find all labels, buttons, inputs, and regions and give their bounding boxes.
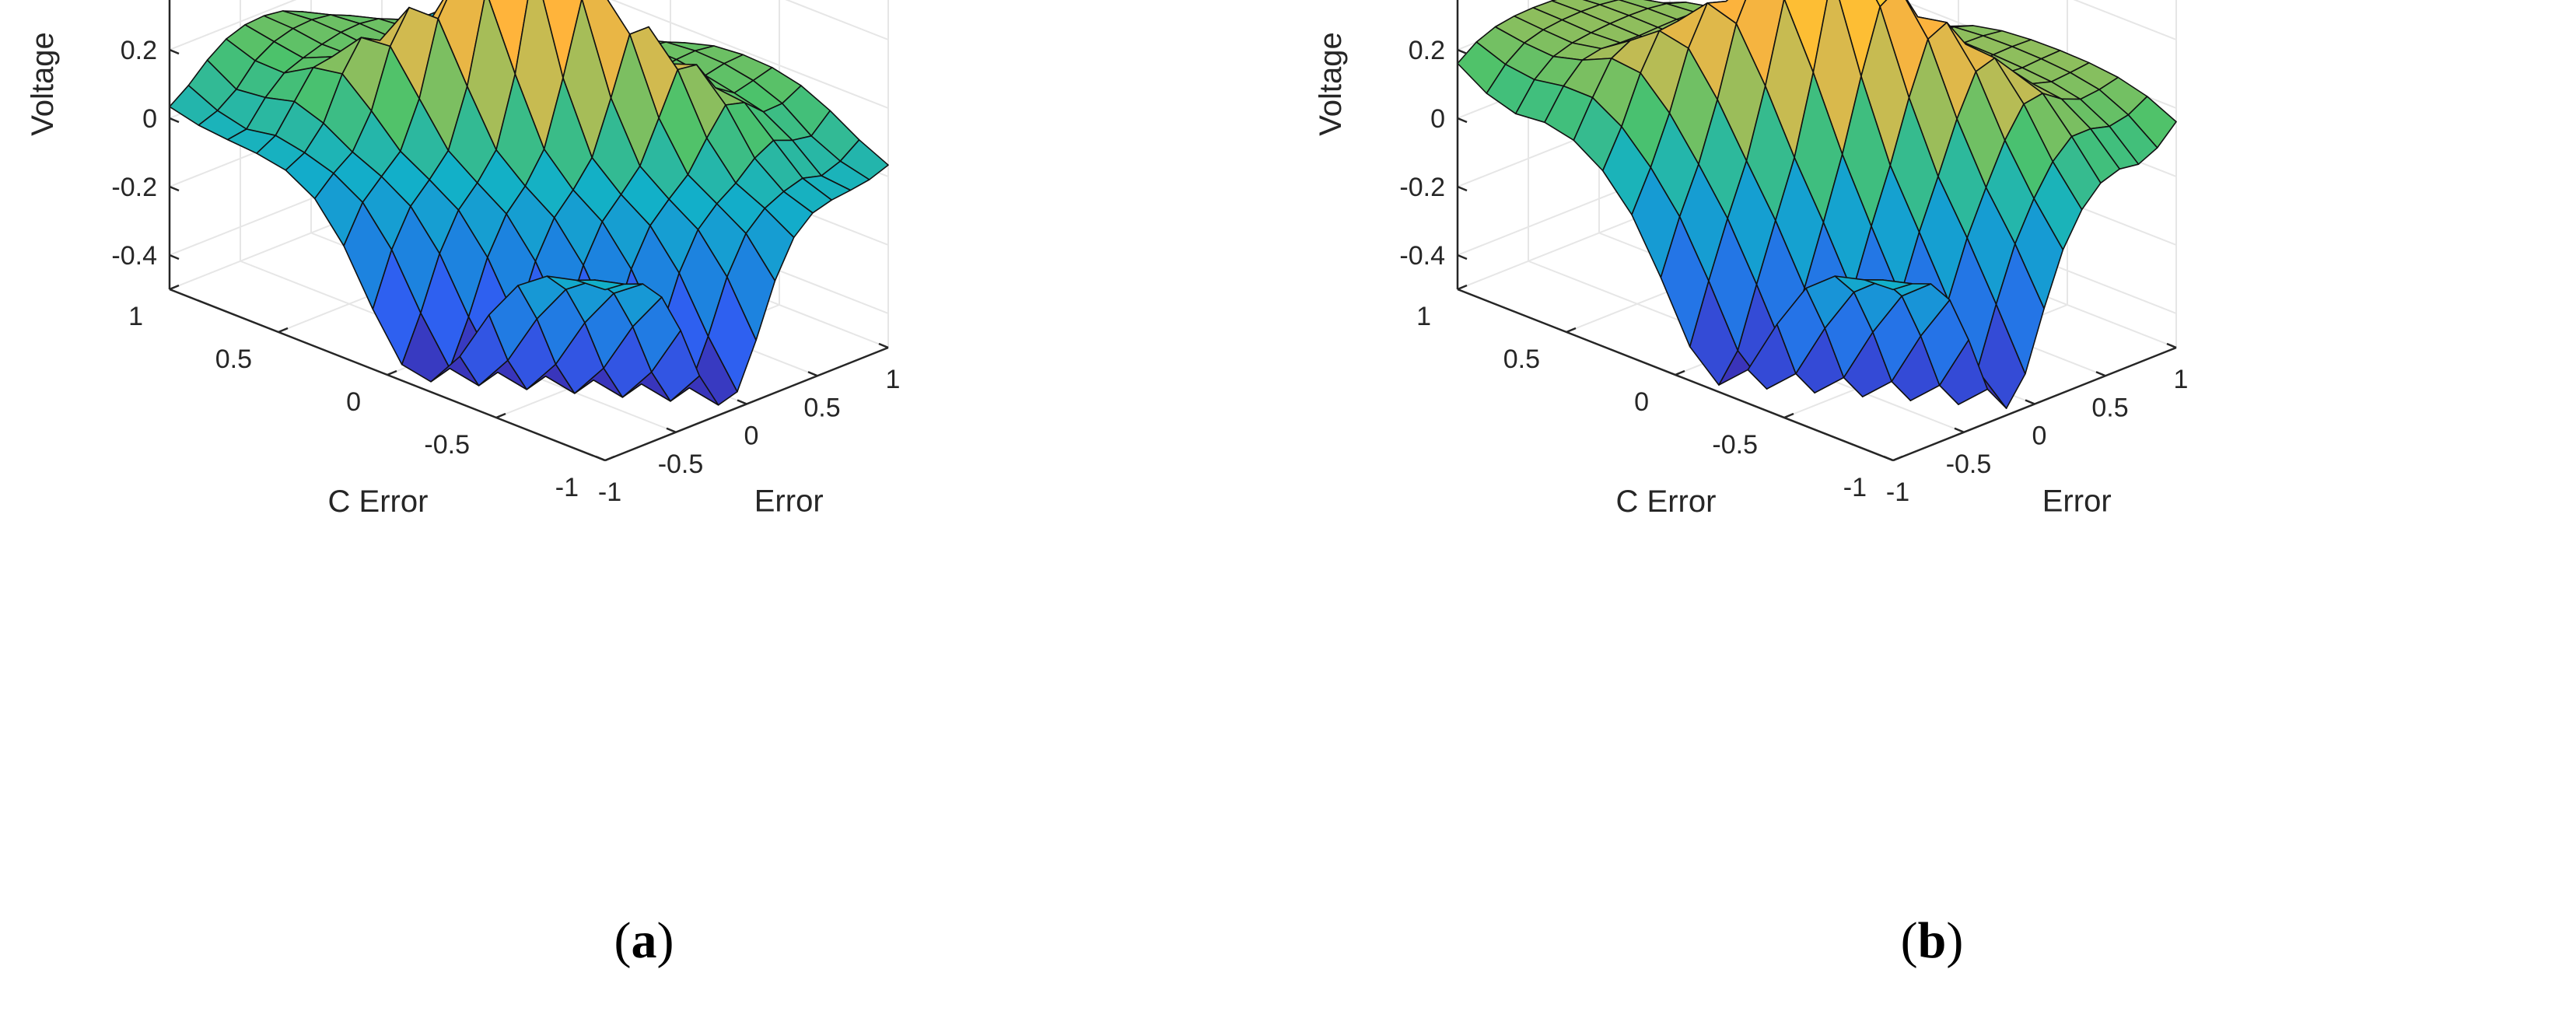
y-tick-label: 1 <box>1416 302 1431 331</box>
z-tick <box>169 117 180 124</box>
x-tick-label: 0 <box>744 422 759 451</box>
x-tick-label: -0.5 <box>658 450 704 479</box>
x-tick-label: 1 <box>886 365 901 394</box>
surface-plot-a: -1-0.500.51-1-0.500.51-0.4-0.200.20.40.6… <box>26 0 901 519</box>
y-tick <box>495 412 506 419</box>
y-tick-label: 0.5 <box>1503 345 1540 374</box>
axes <box>1456 0 2177 462</box>
z-tick-label: -0.2 <box>1399 173 1445 202</box>
y-tick <box>1457 284 1468 291</box>
y-tick-label: -1 <box>1843 473 1867 502</box>
x-tick <box>737 399 747 405</box>
y-tick-label: 0 <box>1634 387 1649 417</box>
y-tick-label: 1 <box>128 302 143 331</box>
z-tick <box>169 48 180 55</box>
x-tick-label: 0 <box>2032 422 2047 451</box>
y-tick-label: 0 <box>346 387 361 417</box>
x-tick-label: -0.5 <box>1946 450 1992 479</box>
x-tick <box>1883 455 1894 462</box>
y-tick-label: -1 <box>555 473 579 502</box>
y-tick <box>1566 327 1577 334</box>
x-tick <box>666 427 677 433</box>
y-tick <box>169 284 180 291</box>
y-tick <box>604 455 615 462</box>
z-tick <box>1457 48 1468 55</box>
x-tick-label: -1 <box>1886 478 1909 507</box>
panel-b: -1-0.500.51-1-0.500.51-0.4-0.200.20.40.6… <box>1288 0 2576 1018</box>
y-tick <box>1675 369 1685 376</box>
x-tick-label: -1 <box>598 478 621 507</box>
x-axis-label: Error <box>754 484 824 518</box>
x-tick <box>807 371 818 377</box>
y-tick <box>387 369 397 376</box>
y-axis-label: C Error <box>1616 485 1717 519</box>
z-tick-label: 0.2 <box>1409 36 1445 65</box>
x-tick <box>2025 399 2035 405</box>
y-tick <box>278 327 289 334</box>
y-tick-label: -0.5 <box>1712 430 1758 460</box>
surface-patch <box>1875 0 1888 8</box>
x-tick-label: 0.5 <box>2091 393 2128 422</box>
z-tick-label: -0.4 <box>1399 241 1445 271</box>
y-tick-label: -0.5 <box>424 430 470 460</box>
panel-label-b: (b) <box>1900 912 1964 969</box>
x-tick <box>1954 427 1965 433</box>
z-tick-label: -0.2 <box>111 173 157 202</box>
grid-line-z <box>169 0 889 109</box>
z-tick-label: 0 <box>142 104 157 134</box>
x-axis-label: Error <box>2042 484 2112 518</box>
z-tick <box>1457 185 1468 192</box>
surface-patch <box>575 279 625 291</box>
z-tick-label: 0.2 <box>121 36 157 65</box>
x-tick <box>595 455 606 462</box>
x-tick-label: 1 <box>2174 365 2189 394</box>
x-tick-label: 0.5 <box>803 393 840 422</box>
z-tick <box>169 254 180 261</box>
z-tick-label: 0 <box>1430 104 1445 134</box>
z-axis-label: Voltage <box>26 32 60 135</box>
x-tick <box>878 342 889 349</box>
z-tick <box>1457 254 1468 261</box>
axes <box>168 0 889 462</box>
y-tick <box>1783 412 1794 419</box>
z-tick <box>169 185 180 192</box>
z-axis-label: Voltage <box>1314 32 1348 135</box>
panel-a: -1-0.500.51-1-0.500.51-0.4-0.200.20.40.6… <box>26 0 901 969</box>
y-tick <box>1892 455 1903 462</box>
panel-label-a: (a) <box>614 912 674 969</box>
surface <box>169 0 889 406</box>
surface-patch <box>1863 278 1913 291</box>
y-tick-label: 0.5 <box>215 345 252 374</box>
x-tick <box>2095 371 2106 377</box>
surface <box>1457 0 2177 409</box>
surface-plot-b: -1-0.500.51-1-0.500.51-0.4-0.200.20.40.6… <box>1314 0 2189 519</box>
z-tick <box>1457 117 1468 124</box>
x-tick <box>2166 342 2177 349</box>
z-tick-label: -0.4 <box>111 241 157 271</box>
y-axis-label: C Error <box>328 485 429 519</box>
